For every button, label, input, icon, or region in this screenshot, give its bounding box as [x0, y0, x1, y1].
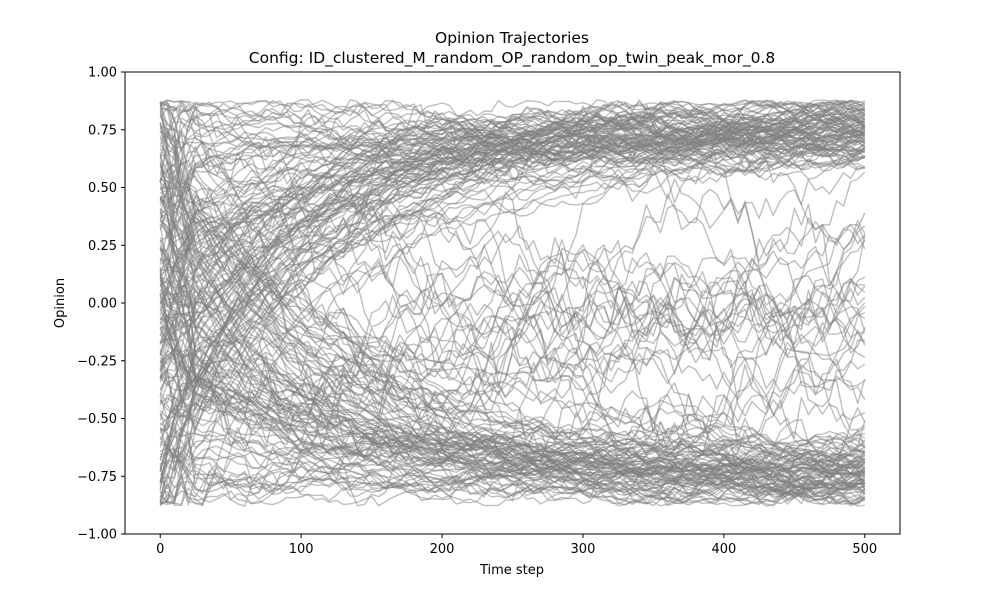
trajectory-line	[159, 129, 866, 241]
trajectory-line	[159, 203, 865, 345]
y-tick-label: 0.50	[88, 181, 117, 196]
trajectory-line	[159, 124, 865, 489]
trajectory-line	[159, 134, 865, 276]
trajectory-line	[159, 349, 866, 485]
trajectory-line	[159, 102, 866, 364]
x-axis: 0 100 200 300 400 500	[156, 534, 877, 557]
trajectory-line	[160, 277, 866, 479]
y-axis: −1.00 −0.75 −0.50 −0.25 0.00 0.25 0.50 0.75 1.00	[77, 66, 125, 543]
y-tick-label: 0.00	[88, 297, 117, 312]
trajectory-line	[159, 308, 866, 477]
trajectory-line	[160, 104, 866, 410]
trajectory-line	[159, 99, 865, 134]
y-tick-label: 0.25	[88, 239, 117, 254]
trajectory-line	[159, 351, 866, 507]
y-tick-label: −0.50	[77, 412, 117, 427]
trajectory-line	[159, 111, 865, 242]
x-tick-label: 0	[156, 542, 164, 557]
x-tick-label: 400	[711, 542, 736, 557]
trajectory-line	[159, 99, 866, 306]
chart-subtitle: Config: ID_clustered_M_random_OP_random_…	[249, 49, 775, 68]
x-tick-label: 500	[852, 542, 877, 557]
trajectory-line	[159, 220, 866, 505]
trajectory-line	[159, 247, 866, 479]
trajectory-line	[159, 262, 866, 429]
trajectory-line	[159, 257, 866, 507]
trajectory-line	[159, 268, 866, 453]
trajectory-line	[159, 103, 866, 181]
y-axis-label: Opinion	[53, 278, 68, 328]
trajectory-line	[159, 213, 865, 468]
trajectory-line	[160, 286, 865, 437]
trajectory-line	[159, 135, 866, 448]
trajectory-line	[159, 187, 866, 385]
x-tick-label: 200	[430, 542, 455, 557]
trajectory-line	[159, 101, 866, 266]
x-tick-label: 300	[571, 542, 596, 557]
trajectory-line	[159, 270, 866, 451]
y-tick-label: 0.75	[88, 123, 117, 138]
trajectory-line	[159, 108, 866, 337]
trajectory-lines	[159, 99, 866, 507]
trajectory-line	[159, 103, 866, 288]
trajectory-line	[159, 113, 865, 176]
x-axis-label: Time step	[479, 563, 544, 578]
trajectory-line	[159, 100, 865, 138]
x-tick-label: 100	[289, 542, 314, 557]
trajectory-line	[159, 273, 866, 454]
trajectory-line	[159, 133, 866, 460]
trajectory-line	[159, 433, 865, 496]
y-tick-label: −0.75	[77, 470, 117, 485]
trajectory-line	[159, 376, 866, 502]
trajectory-line	[159, 99, 866, 289]
trajectory-line	[159, 146, 866, 397]
chart-title: Opinion Trajectories	[435, 29, 589, 47]
trajectory-line	[159, 164, 865, 485]
trajectory-line	[159, 189, 866, 490]
trajectory-line	[159, 278, 866, 462]
y-tick-label: −0.25	[77, 354, 117, 369]
trajectory-line	[159, 100, 866, 506]
y-tick-label: −1.00	[77, 528, 117, 543]
trajectory-line	[159, 237, 866, 484]
y-tick-label: 1.00	[88, 66, 117, 81]
trajectory-line	[159, 179, 866, 478]
